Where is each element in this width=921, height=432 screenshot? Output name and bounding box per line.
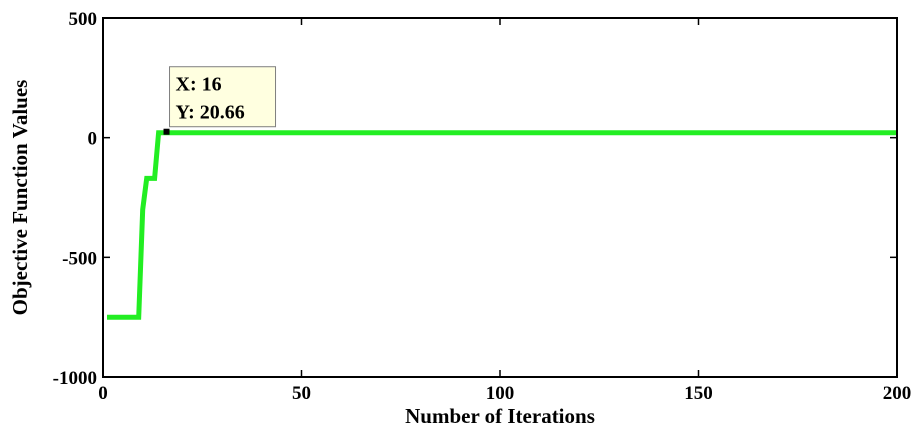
tick-labels: 0 50 100 150 200 500 0 -500 -1000 [53, 9, 912, 404]
y-tick-label: -1000 [53, 368, 97, 389]
data-tip-x-text: X: 16 [176, 74, 222, 96]
data-tip-box [169, 66, 277, 128]
x-tick-label: 200 [883, 383, 912, 404]
data-tip[interactable]: X: 16 Y: 20.66 [163, 66, 277, 135]
y-tick-label: 500 [69, 9, 98, 30]
x-tick-label: 0 [98, 383, 108, 404]
plot-frame [102, 17, 898, 378]
x-axis-label: Number of Iterations [405, 404, 595, 428]
y-tick-label: 0 [88, 129, 98, 150]
x-tick-label: 100 [486, 383, 515, 404]
data-tip-marker [163, 128, 170, 135]
y-axis-label: Objective Function Values [8, 80, 32, 316]
x-tick-label: 50 [292, 383, 311, 404]
data-tip-y-text: Y: 20.66 [176, 102, 245, 124]
x-tick-label: 150 [684, 383, 713, 404]
y-tick-label: -500 [62, 248, 97, 269]
series-line [107, 130, 897, 320]
series-group [107, 130, 897, 320]
